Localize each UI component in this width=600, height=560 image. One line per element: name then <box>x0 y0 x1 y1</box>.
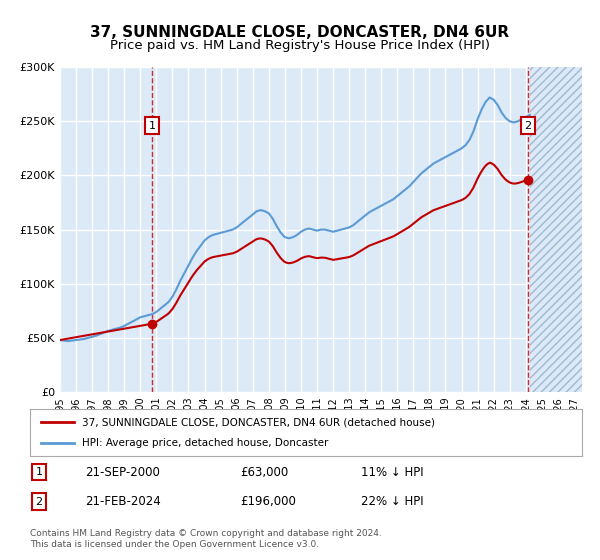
Text: 21-SEP-2000: 21-SEP-2000 <box>85 465 160 479</box>
Text: Price paid vs. HM Land Registry's House Price Index (HPI): Price paid vs. HM Land Registry's House … <box>110 39 490 52</box>
Text: 21-FEB-2024: 21-FEB-2024 <box>85 495 161 508</box>
Text: 1: 1 <box>35 467 43 477</box>
Text: 37, SUNNINGDALE CLOSE, DONCASTER, DN4 6UR: 37, SUNNINGDALE CLOSE, DONCASTER, DN4 6U… <box>91 25 509 40</box>
Text: 11% ↓ HPI: 11% ↓ HPI <box>361 465 424 479</box>
Text: HPI: Average price, detached house, Doncaster: HPI: Average price, detached house, Donc… <box>82 438 329 448</box>
Bar <box>530 67 582 392</box>
Text: 2: 2 <box>35 497 43 507</box>
Text: 1: 1 <box>148 120 155 130</box>
Text: £196,000: £196,000 <box>240 495 296 508</box>
Text: 2: 2 <box>524 120 532 130</box>
Text: 22% ↓ HPI: 22% ↓ HPI <box>361 495 424 508</box>
Text: Contains HM Land Registry data © Crown copyright and database right 2024.
This d: Contains HM Land Registry data © Crown c… <box>30 529 382 549</box>
Text: £63,000: £63,000 <box>240 465 288 479</box>
Text: 37, SUNNINGDALE CLOSE, DONCASTER, DN4 6UR (detached house): 37, SUNNINGDALE CLOSE, DONCASTER, DN4 6U… <box>82 417 436 427</box>
